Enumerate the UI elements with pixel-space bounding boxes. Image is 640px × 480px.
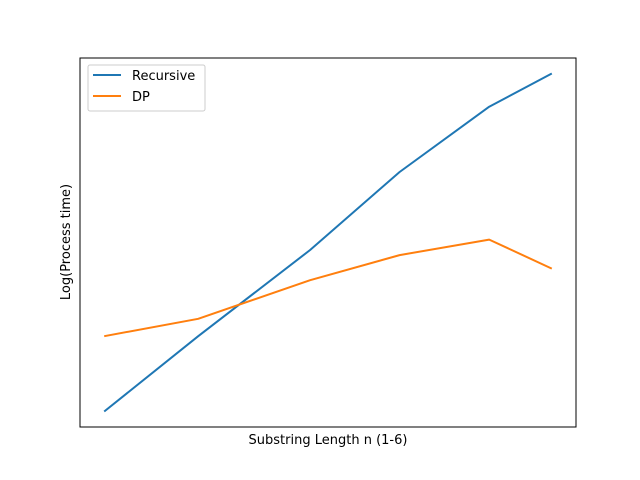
legend-frame bbox=[87, 64, 206, 112]
series-line-dp bbox=[104, 238, 553, 338]
legend: Recursive DP bbox=[87, 64, 206, 112]
y-axis-title: Log(Process time) bbox=[59, 184, 74, 300]
series-line-recursive bbox=[103, 72, 553, 413]
series-layer bbox=[103, 72, 553, 413]
x-axis-title: Substring Length n (1-6) bbox=[249, 433, 408, 448]
legend-label-recursive: Recursive bbox=[132, 69, 195, 84]
legend-label-dp: DP bbox=[132, 90, 150, 105]
